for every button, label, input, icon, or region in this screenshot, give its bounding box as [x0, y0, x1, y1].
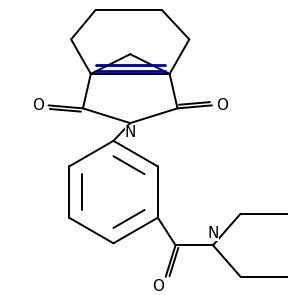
Text: O: O	[152, 279, 164, 294]
Text: O: O	[216, 98, 228, 113]
Text: O: O	[32, 98, 45, 113]
Text: N: N	[124, 125, 136, 140]
Text: N: N	[207, 226, 219, 241]
